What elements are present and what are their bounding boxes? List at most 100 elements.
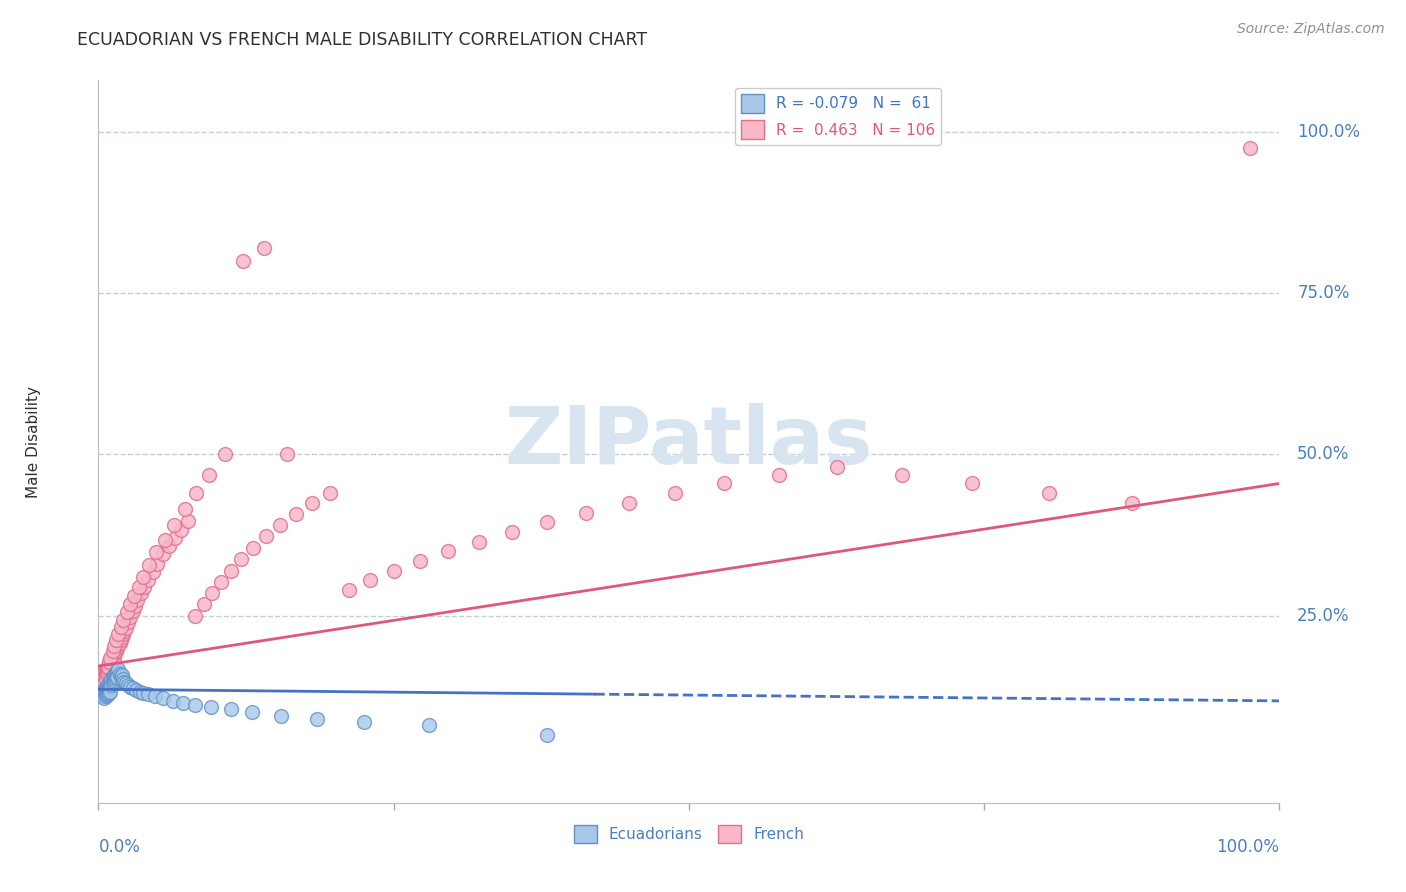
Point xyxy=(825,460,848,475)
Point xyxy=(122,590,145,604)
Point xyxy=(91,685,114,699)
Point xyxy=(121,604,143,618)
Point xyxy=(138,558,160,573)
Point xyxy=(276,447,298,461)
Point xyxy=(107,627,129,641)
Point xyxy=(242,541,264,555)
Point xyxy=(115,606,138,620)
Point xyxy=(112,627,135,641)
Point xyxy=(120,610,142,624)
Point xyxy=(172,696,194,710)
Point xyxy=(1239,141,1261,155)
Point xyxy=(104,646,127,660)
Point xyxy=(120,597,142,611)
Point xyxy=(111,668,134,682)
Point xyxy=(145,545,167,559)
Point xyxy=(112,674,135,689)
Point xyxy=(97,678,120,692)
Point xyxy=(200,700,222,714)
Point xyxy=(104,666,127,681)
Point xyxy=(112,613,135,627)
Point xyxy=(219,702,242,716)
Text: Source: ZipAtlas.com: Source: ZipAtlas.com xyxy=(1237,22,1385,37)
Point xyxy=(1121,496,1143,510)
Point xyxy=(198,468,221,483)
Point xyxy=(112,672,135,686)
Point xyxy=(467,534,489,549)
Point xyxy=(132,570,155,584)
Point xyxy=(101,644,124,658)
Point xyxy=(319,486,342,500)
Point xyxy=(93,670,115,684)
Point xyxy=(94,685,117,699)
Point xyxy=(117,678,139,692)
Point xyxy=(98,681,121,695)
Point xyxy=(125,682,148,697)
Text: ZIPatlas: ZIPatlas xyxy=(505,402,873,481)
Point xyxy=(231,254,253,268)
Point xyxy=(96,666,118,681)
Point xyxy=(105,640,128,655)
Point xyxy=(146,557,169,571)
Point xyxy=(114,621,136,635)
Point xyxy=(98,660,121,674)
Point xyxy=(231,552,253,566)
Point xyxy=(101,657,124,671)
Point xyxy=(165,531,187,545)
Point xyxy=(108,636,131,650)
Point xyxy=(98,655,121,669)
Point xyxy=(101,650,124,665)
Point xyxy=(418,718,440,732)
Point xyxy=(132,686,155,700)
Point xyxy=(94,668,117,682)
Point xyxy=(163,518,186,533)
Text: Male Disability: Male Disability xyxy=(25,385,41,498)
Point xyxy=(152,548,174,562)
Text: ECUADORIAN VS FRENCH MALE DISABILITY CORRELATION CHART: ECUADORIAN VS FRENCH MALE DISABILITY COR… xyxy=(77,31,647,49)
Point xyxy=(136,687,159,701)
Point xyxy=(270,708,292,723)
Point xyxy=(103,639,125,653)
Point xyxy=(152,691,174,706)
Point xyxy=(97,682,120,697)
Point xyxy=(91,672,114,686)
Point xyxy=(117,615,139,630)
Point xyxy=(107,639,129,653)
Point xyxy=(170,523,193,537)
Point xyxy=(253,241,276,255)
Text: 75.0%: 75.0% xyxy=(1298,285,1350,302)
Point xyxy=(90,686,112,700)
Point xyxy=(768,468,790,483)
Point xyxy=(93,676,115,690)
Point xyxy=(97,665,120,679)
Point xyxy=(90,674,112,689)
Point xyxy=(98,686,121,700)
Point xyxy=(501,524,523,539)
Point xyxy=(104,673,127,688)
Point xyxy=(284,507,307,521)
Point xyxy=(105,665,128,679)
Point xyxy=(105,670,128,684)
Point xyxy=(96,684,118,698)
Point xyxy=(96,688,118,702)
Point xyxy=(120,680,142,694)
Point xyxy=(97,660,120,674)
Point xyxy=(127,593,149,607)
Point xyxy=(98,680,121,694)
Point xyxy=(93,691,115,706)
Point xyxy=(97,687,120,701)
Point xyxy=(98,655,121,669)
Point xyxy=(91,673,114,688)
Point xyxy=(173,502,195,516)
Point xyxy=(713,476,735,491)
Point xyxy=(143,690,166,704)
Point xyxy=(575,506,598,520)
Point xyxy=(617,496,640,510)
Point xyxy=(269,518,291,533)
Point xyxy=(129,586,152,600)
Point xyxy=(301,496,323,510)
Point xyxy=(98,662,121,676)
Point xyxy=(110,620,132,634)
Point xyxy=(98,685,121,699)
Point xyxy=(157,539,180,553)
